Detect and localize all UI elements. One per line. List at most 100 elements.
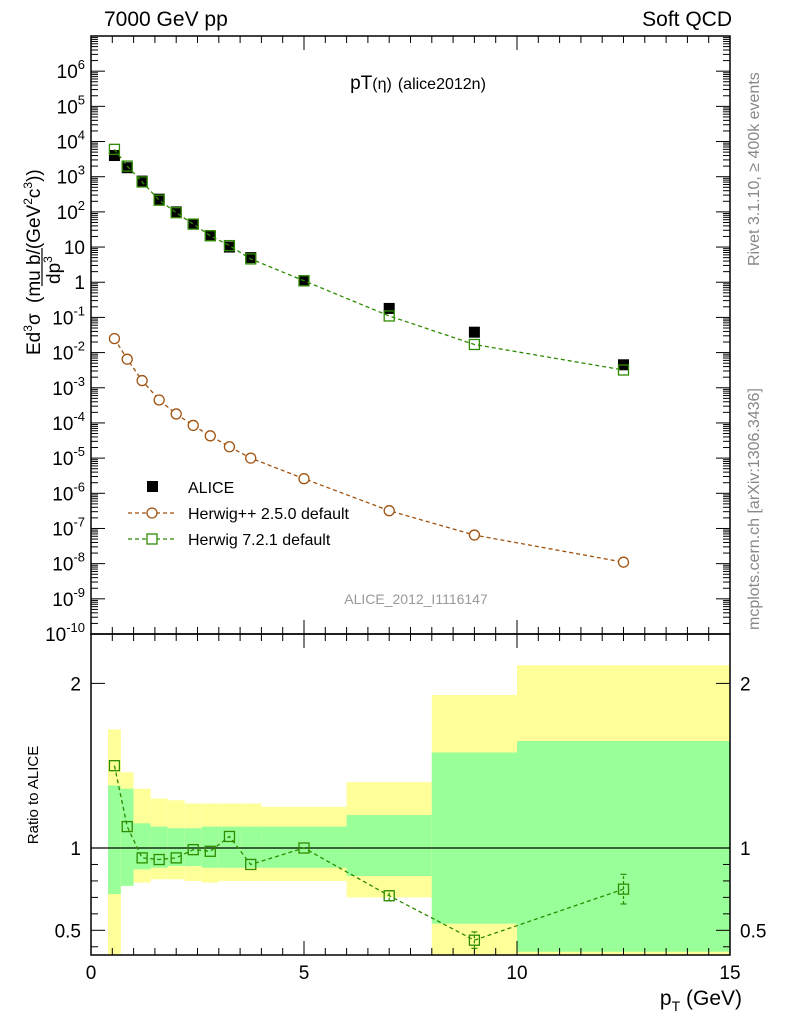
y-tick-label-1: 10-9 <box>52 585 85 611</box>
band-inner-3 <box>150 826 168 868</box>
legend-marker-herwig7 <box>146 533 158 545</box>
herwig7-point <box>204 230 216 242</box>
herwig7-point <box>187 218 199 230</box>
alice-point <box>108 150 120 162</box>
legend-marker-alice <box>147 481 158 492</box>
herwig7-point <box>170 207 182 219</box>
alice-point <box>245 252 257 264</box>
title-paren: (η) <box>372 76 392 93</box>
herwig7-point <box>468 338 481 351</box>
herwig7-point <box>136 176 148 188</box>
ratio-y-tick-label-right-2: 2 <box>740 674 751 695</box>
legend-entry-alice: ALICE <box>147 480 234 497</box>
alice-point <box>468 326 480 338</box>
ratio-herwig7-point <box>170 852 182 864</box>
herwigpp-point <box>223 441 236 453</box>
herwigpp-point <box>187 419 199 432</box>
svg-text:dp3: dp3 <box>41 256 65 284</box>
y-tick-label-5: 10-5 <box>52 444 85 470</box>
series-herwig7 <box>108 143 630 376</box>
ratio-herwig7-point <box>298 842 310 854</box>
y-tick-label-9: 10-1 <box>52 303 85 329</box>
legend: ALICE Herwig++ 2.5.0 default Herwig 7.2.… <box>128 480 350 549</box>
header-left-label: 7000 GeV pp <box>104 8 228 31</box>
ratio-herwig7-point <box>121 820 133 833</box>
herwigpp-point <box>383 505 395 517</box>
xlabel-unit: (GeV) <box>680 987 742 1010</box>
herwig7-point <box>121 160 133 172</box>
ylabel-units-end: )) <box>24 169 45 182</box>
y-tick-label-3: 10-7 <box>52 514 85 540</box>
series-alice <box>108 150 629 371</box>
ylabel-units-c: c <box>24 189 45 199</box>
herwigpp-point <box>136 374 148 387</box>
ylabel-sup2: 3 <box>41 256 55 263</box>
band-inner-11 <box>431 752 517 924</box>
herwig7-point <box>245 253 257 265</box>
herwigpp-point <box>170 408 182 420</box>
x-tick-label-2: 10 <box>506 963 527 984</box>
main-y-ticks: 10-10 10-9 10-8 10-7 10-6 10-5 10-4 10-3 10-2 10-… <box>45 35 730 646</box>
herwigpp-point <box>121 353 133 365</box>
ylabel-d1: d <box>24 332 45 343</box>
ylabel-sigma: σ <box>24 313 45 325</box>
header-right-label: Soft QCD <box>642 8 732 31</box>
main-plot-title: pT(η) (alice2012n) <box>350 73 486 94</box>
band-inner-9 <box>261 826 347 868</box>
alice-point <box>383 302 395 314</box>
x-tick-label-1: 5 <box>299 963 310 984</box>
main-frame <box>90 35 731 635</box>
ratio-y-ticks: 0.5 0.5 1 1 2 2 <box>55 674 766 948</box>
analysis-id-label: ALICE_2012_I1116147 <box>344 591 488 607</box>
y-tick-label-11: 10 <box>64 238 85 259</box>
band-inner-10 <box>346 815 432 876</box>
y-tick-label-15: 105 <box>57 92 85 118</box>
ratio-y-tick-label-right-0: 0.5 <box>740 921 766 942</box>
herwig7-point <box>153 194 165 206</box>
band-inner-12 <box>517 741 730 952</box>
herwig7-point <box>617 364 630 376</box>
y-tick-label-0: 10-10 <box>45 620 85 646</box>
ratio-y-tick-label-left-2: 2 <box>70 674 81 695</box>
y-tick-label-6: 10-4 <box>52 409 85 435</box>
main-plot: 10-10 10-9 10-8 10-7 10-6 10-5 10-4 10-3 10-2 10-… <box>45 35 731 646</box>
alice-point <box>187 218 199 230</box>
herwigpp-line <box>113 338 624 563</box>
y-tick-label-2: 10-8 <box>52 550 85 576</box>
title-tag: (alice2012n) <box>398 76 486 93</box>
legend-marker-herwigpp <box>146 507 158 519</box>
ratio-plot: 0 5 10 150.5 0.51 12 2 <box>55 36 766 984</box>
series-herwigpp <box>108 332 630 568</box>
svg-text:(mu b/(GeV2c3)): (mu b/(GeV2c3)) <box>21 169 45 303</box>
ylabel-units: (mu b/(GeV <box>24 204 45 303</box>
band-inner-5 <box>184 828 202 867</box>
x-ticks: 0 5 10 15 <box>86 36 741 984</box>
band-inner-6 <box>201 826 219 868</box>
ratio-herwig7-point <box>617 883 630 895</box>
herwig7-line <box>113 148 624 371</box>
herwigpp-point <box>204 430 216 442</box>
herwig7-point <box>298 275 310 287</box>
y-tick-label-12: 102 <box>57 198 85 224</box>
ratio-uncertainty-bands <box>108 665 730 955</box>
x-tick-label-0: 0 <box>86 963 97 984</box>
band-inner-0 <box>108 785 121 895</box>
ylabel-sup1: 3 <box>21 325 35 332</box>
herwigpp-point <box>617 556 630 568</box>
alice-point <box>121 162 133 174</box>
ratio-y-axis-label: Ratio to ALICE <box>25 746 42 844</box>
y-tick-label-16: 106 <box>57 57 85 83</box>
legend-label-alice: ALICE <box>188 480 234 497</box>
herwigpp-point <box>153 394 165 406</box>
ratio-y-tick-label-left-1: 1 <box>70 839 81 860</box>
x-tick-label-3: 15 <box>719 963 740 984</box>
herwigpp-point <box>468 529 481 541</box>
alice-point <box>153 193 165 205</box>
ylabel-prefix: E <box>24 342 45 355</box>
herwigpp-point <box>298 473 310 485</box>
y-tick-label-7: 10-3 <box>52 374 85 400</box>
y-tick-label-4: 10-6 <box>52 479 85 505</box>
herwig7-point <box>383 310 395 322</box>
ratio-series-herwig7 <box>108 760 630 950</box>
